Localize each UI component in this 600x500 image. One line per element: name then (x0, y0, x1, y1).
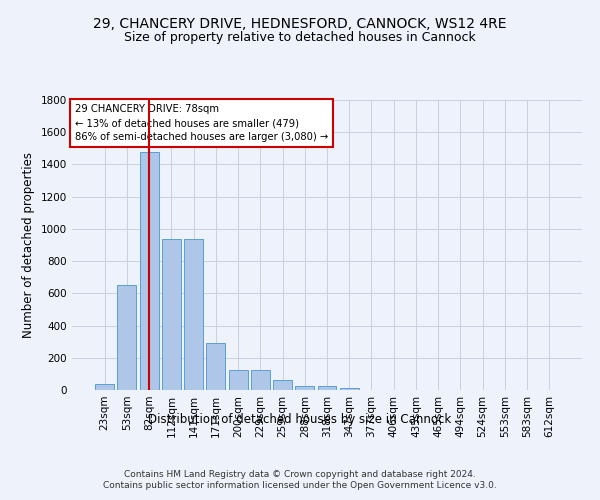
Text: Size of property relative to detached houses in Cannock: Size of property relative to detached ho… (124, 31, 476, 44)
Text: Distribution of detached houses by size in Cannock: Distribution of detached houses by size … (148, 412, 452, 426)
Bar (118, 286, 136, 390)
Text: 29 CHANCERY DRIVE: 78sqm
← 13% of detached houses are smaller (479)
86% of semi-: 29 CHANCERY DRIVE: 78sqm ← 13% of detach… (74, 104, 328, 142)
Bar (229, 370, 248, 390)
Y-axis label: Number of detached properties: Number of detached properties (22, 152, 35, 338)
Bar (162, 240, 181, 390)
Bar (184, 240, 203, 390)
Bar (206, 344, 225, 390)
Text: Contains public sector information licensed under the Open Government Licence v3: Contains public sector information licen… (103, 481, 497, 490)
Bar (273, 380, 292, 390)
Bar (140, 152, 158, 390)
Bar (317, 386, 337, 390)
Bar (251, 370, 270, 390)
Text: 29, CHANCERY DRIVE, HEDNESFORD, CANNOCK, WS12 4RE: 29, CHANCERY DRIVE, HEDNESFORD, CANNOCK,… (93, 18, 507, 32)
Bar (295, 386, 314, 390)
Text: Contains HM Land Registry data © Crown copyright and database right 2024.: Contains HM Land Registry data © Crown c… (124, 470, 476, 479)
Bar (95, 384, 114, 390)
Bar (340, 388, 359, 390)
